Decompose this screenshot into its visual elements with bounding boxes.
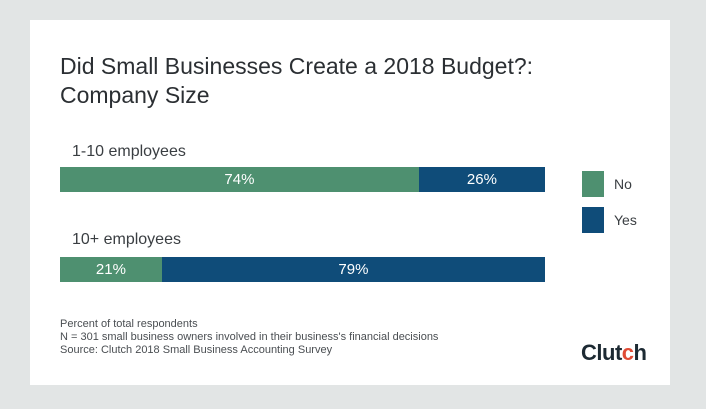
footnote-percent: Percent of total respondents bbox=[60, 318, 198, 330]
title-line-2: Company Size bbox=[60, 82, 210, 108]
category-label-10plus-employees: 10+ employees bbox=[72, 231, 181, 248]
legend-swatch-no bbox=[582, 171, 604, 197]
footnote-source: Source: Clutch 2018 Small Business Accou… bbox=[60, 344, 333, 356]
clutch-logo: Clutch bbox=[581, 340, 647, 365]
category-label-1-10-employees: 1-10 employees bbox=[72, 143, 186, 160]
legend-label-no: No bbox=[614, 176, 632, 192]
bar-1-10-employees: 74% 26% bbox=[60, 167, 545, 192]
bar-segment-yes-10plus: 79% bbox=[161, 257, 545, 282]
bar-segment-no-1-10: 74% bbox=[60, 167, 419, 192]
bar-segment-no-10plus: 21% bbox=[60, 257, 162, 282]
title-line-1: Did Small Businesses Create a 2018 Budge… bbox=[60, 53, 534, 79]
data-label-no-1-10: 74% bbox=[224, 171, 255, 188]
chart-legend: No Yes bbox=[582, 171, 637, 243]
footnote-sample: N = 301 small business owners involved i… bbox=[60, 331, 439, 343]
chart-title: Did Small Businesses Create a 2018 Budge… bbox=[60, 52, 620, 110]
legend-item-yes: Yes bbox=[582, 207, 637, 233]
bar-segment-yes-1-10: 26% bbox=[418, 167, 545, 192]
data-label-no-10plus: 21% bbox=[95, 261, 126, 278]
legend-label-yes: Yes bbox=[614, 212, 637, 228]
bar-10plus-employees: 21% 79% bbox=[60, 257, 545, 282]
legend-item-no: No bbox=[582, 171, 637, 197]
data-label-yes-1-10: 26% bbox=[466, 171, 497, 188]
chart-card: Did Small Businesses Create a 2018 Budge… bbox=[30, 20, 670, 385]
footnotes: Percent of total respondents N = 301 sma… bbox=[60, 318, 438, 357]
legend-swatch-yes bbox=[582, 207, 604, 233]
data-label-yes-10plus: 79% bbox=[338, 261, 369, 278]
